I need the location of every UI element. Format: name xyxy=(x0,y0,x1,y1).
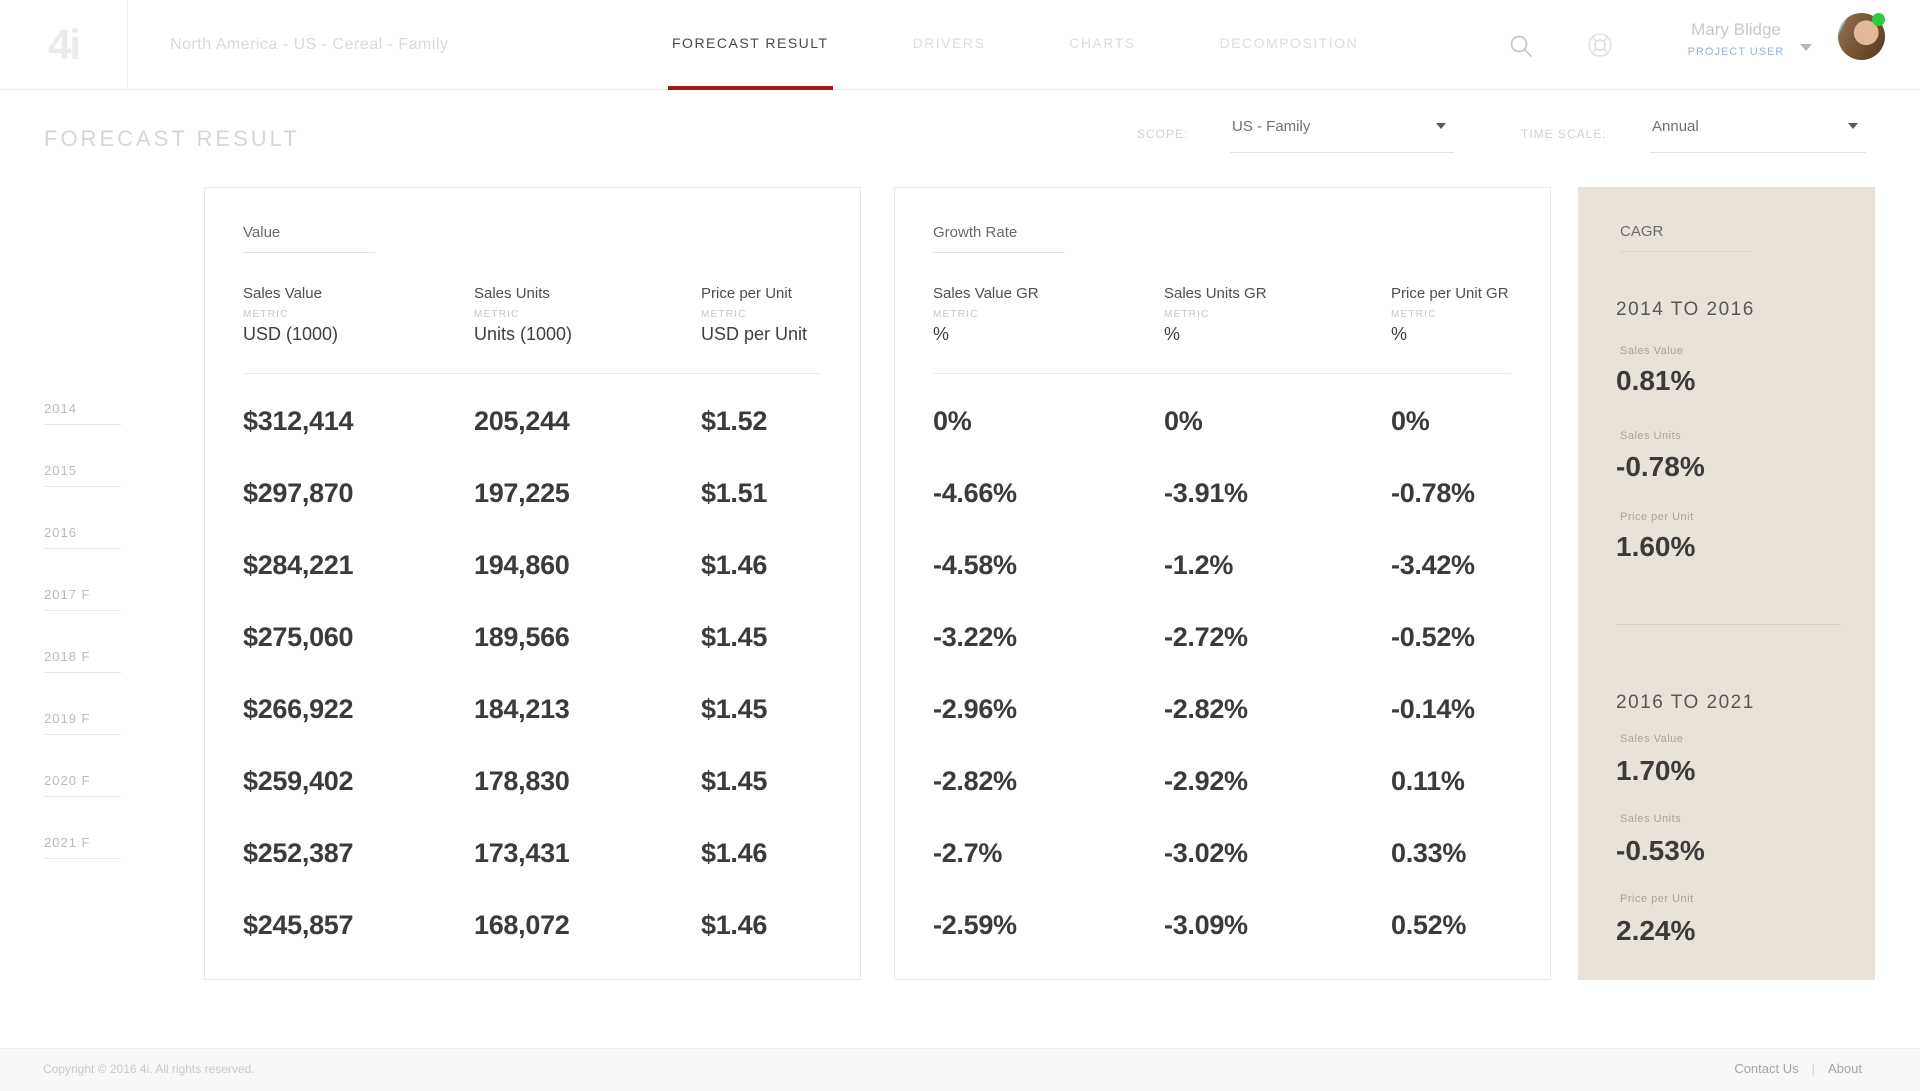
year-row-label: 2014 xyxy=(44,401,121,425)
time-scale-label: TIME SCALE: xyxy=(1521,127,1607,141)
table-row: $245,857 168,072 $1.46 xyxy=(243,910,768,940)
panel-title: CAGR xyxy=(1620,223,1664,240)
table-row: $266,922 184,213 $1.45 xyxy=(243,694,768,724)
growth-rate-panel: Growth Rate Sales Value GR METRIC % Sale… xyxy=(894,187,1551,980)
user-name: Mary Blidge xyxy=(1691,20,1781,39)
online-status-dot xyxy=(1872,13,1885,26)
about-link[interactable]: About xyxy=(1828,1061,1862,1076)
divider xyxy=(44,672,121,673)
table-row: -2.82% -2.92% 0.11% xyxy=(933,766,1465,796)
table-row: -2.59% -3.09% 0.52% xyxy=(933,910,1467,940)
app-logo[interactable]: 4i xyxy=(0,0,128,90)
table-row: $284,221 194,860 $1.46 xyxy=(243,550,768,580)
scope-value: US - Family xyxy=(1232,118,1311,135)
table-row: -2.7% -3.02% 0.33% xyxy=(933,838,1467,868)
user-role-badge: PROJECT USER xyxy=(1687,46,1785,58)
divider xyxy=(933,252,1065,253)
cagr-metric-label: Sales Value xyxy=(1620,345,1684,357)
divider xyxy=(44,610,121,611)
column-header-price-per-unit-gr: Price per Unit GR METRIC % xyxy=(1391,285,1509,344)
cagr-metric-label: Price per Unit xyxy=(1620,893,1694,905)
tab-charts[interactable]: CHARTS xyxy=(1069,35,1136,51)
divider xyxy=(44,548,121,549)
divider: | xyxy=(1811,1061,1816,1076)
year-row-label: 2015 xyxy=(44,463,121,487)
contact-us-link[interactable]: Contact Us xyxy=(1734,1061,1799,1076)
scope-label: SCOPE: xyxy=(1137,127,1189,141)
column-header-sales-value: Sales Value METRIC USD (1000) xyxy=(243,285,339,344)
cagr-metric-value: -0.78% xyxy=(1616,451,1705,482)
table-row: -4.66% -3.91% -0.78% xyxy=(933,478,1475,508)
divider xyxy=(1620,251,1752,252)
cagr-section-heading: 2016 TO 2021 xyxy=(1616,692,1755,713)
divider xyxy=(933,373,1511,374)
table-row: $312,414 205,244 $1.52 xyxy=(243,406,768,436)
value-panel: Value Sales Value METRIC USD (1000) Sale… xyxy=(204,187,861,980)
year-row-label: 2019 F xyxy=(44,711,121,735)
main-tabs: FORECAST RESULT DRIVERS CHARTS DECOMPOSI… xyxy=(668,0,1362,90)
copyright-text: Copyright © 2016 4i. All rights reserved… xyxy=(43,1062,255,1076)
chevron-down-icon[interactable] xyxy=(1800,44,1812,51)
year-row-label: 2018 F xyxy=(44,649,121,673)
column-header-price-per-unit: Price per Unit METRIC USD per Unit xyxy=(701,285,808,344)
table-row: 0% 0% 0% xyxy=(933,406,1430,436)
column-header-sales-units: Sales Units METRIC Units (1000) xyxy=(474,285,573,344)
divider xyxy=(243,373,821,374)
table-row: $259,402 178,830 $1.45 xyxy=(243,766,768,796)
year-row-label: 2020 F xyxy=(44,773,121,797)
table-row: $252,387 173,431 $1.46 xyxy=(243,838,768,868)
year-row-label: 2021 F xyxy=(44,835,121,859)
cagr-metric-label: Sales Units xyxy=(1620,430,1682,442)
user-menu[interactable]: Mary Blidge PROJECT USER xyxy=(1676,20,1796,58)
cagr-metric-label: Sales Units xyxy=(1620,813,1682,825)
cagr-section-heading: 2014 TO 2016 xyxy=(1616,299,1755,320)
tab-decomposition[interactable]: DECOMPOSITION xyxy=(1219,35,1359,51)
divider xyxy=(1616,624,1841,625)
year-row-label: 2017 F xyxy=(44,587,121,611)
cagr-metric-value: -0.53% xyxy=(1616,835,1705,866)
page-title: FORECAST RESULT xyxy=(44,126,300,151)
cagr-metric-value: 2.24% xyxy=(1616,915,1696,946)
top-bar: 4i North America - US - Cereal - Family … xyxy=(0,0,1920,90)
year-row-label: 2016 xyxy=(44,525,121,549)
cagr-metric-value: 1.60% xyxy=(1616,531,1696,562)
chevron-down-icon xyxy=(1436,123,1446,129)
panel-title: Value xyxy=(243,224,281,241)
table-row: -2.96% -2.82% -0.14% xyxy=(933,694,1475,724)
table-row: $275,060 189,566 $1.45 xyxy=(243,622,768,652)
column-header-sales-value-gr: Sales Value GR METRIC % xyxy=(933,285,1039,344)
divider xyxy=(243,252,375,253)
breadcrumb: North America - US - Cereal - Family xyxy=(170,36,449,53)
cagr-metric-label: Price per Unit xyxy=(1620,511,1694,523)
search-icon[interactable] xyxy=(1508,33,1534,64)
cagr-metric-value: 1.70% xyxy=(1616,755,1696,786)
footer-links: Contact Us | About xyxy=(1734,1061,1862,1076)
time-scale-value: Annual xyxy=(1652,118,1699,135)
cagr-panel: CAGR 2014 TO 2016 Sales Value 0.81% Sale… xyxy=(1578,187,1875,980)
cagr-metric-label: Sales Value xyxy=(1620,733,1684,745)
divider xyxy=(44,796,121,797)
divider xyxy=(44,424,121,425)
cagr-metric-value: 0.81% xyxy=(1616,365,1696,396)
divider xyxy=(44,858,121,859)
table-row: -3.22% -2.72% -0.52% xyxy=(933,622,1475,652)
divider xyxy=(44,734,121,735)
table-row: $297,870 197,225 $1.51 xyxy=(243,478,768,508)
life-ring-icon[interactable] xyxy=(1585,30,1615,65)
time-scale-dropdown[interactable]: Annual xyxy=(1650,118,1866,153)
footer: Copyright © 2016 4i. All rights reserved… xyxy=(0,1048,1920,1091)
logo-4i: 4i xyxy=(47,21,81,68)
column-header-sales-units-gr: Sales Units GR METRIC % xyxy=(1164,285,1267,344)
panel-title: Growth Rate xyxy=(933,224,1018,241)
tab-drivers[interactable]: DRIVERS xyxy=(912,35,986,51)
table-row: -4.58% -1.2% -3.42% xyxy=(933,550,1475,580)
tab-forecast-result[interactable]: FORECAST RESULT xyxy=(668,0,833,90)
chevron-down-icon xyxy=(1848,123,1858,129)
scope-dropdown[interactable]: US - Family xyxy=(1230,118,1454,153)
divider xyxy=(44,486,121,487)
